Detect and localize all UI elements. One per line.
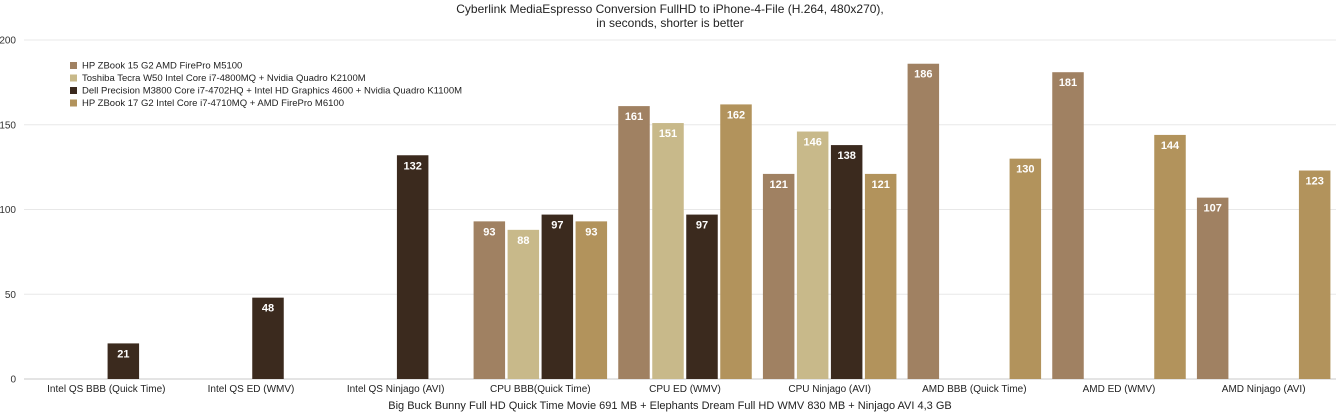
category-label-intel-qs-ninjago-avi: Intel QS Ninjago (AVI) (347, 384, 445, 395)
bar-value-label: 93 (585, 226, 597, 238)
category-label-intel-qs-bbb-quick-time: Intel QS BBB (Quick Time) (47, 384, 165, 395)
bar-value-label: 88 (517, 235, 529, 247)
bar-cpu-bbb-quick-time-series-3 (541, 214, 574, 379)
legend-swatch-1 (70, 62, 77, 69)
category-labels: Intel QS BBB (Quick Time) Intel QS ED (WM… (47, 384, 1305, 395)
bar-intel-qs-ed-wmv-series-3 (252, 297, 284, 379)
bar-value-label: 97 (696, 220, 708, 232)
bar-value-label: 48 (262, 303, 274, 315)
bar-value-label: 93 (483, 226, 495, 238)
y-tick-label: 200 (0, 36, 16, 47)
bar-cpu-ninjago-avi-series-2 (796, 131, 829, 379)
bar-value-label: 130 (1016, 164, 1034, 176)
bar-value-label: 146 (803, 137, 821, 149)
bar-amd-ed-wmv-series-1 (1052, 72, 1084, 379)
bar-intel-qs-ninjago-avi-series-3 (396, 155, 429, 379)
bar-value-label: 161 (625, 111, 643, 123)
y-tick-label: 0 (10, 375, 16, 386)
category-label-cpu-ed-wmv: CPU ED (WMV) (649, 384, 721, 395)
bar-amd-bbb-quick-time-series-1 (907, 63, 940, 379)
category-label-cpu-ninjago-avi: CPU Ninjago (AVI) (788, 384, 871, 395)
bar-cpu-ed-wmv-series-2 (652, 123, 684, 380)
category-label-amd-bbb-quick-time: AMD BBB (Quick Time) (922, 384, 1026, 395)
bar-labels: 21 48 132 93 88 97 93 161 151 97 162 121 146 138 121 18… (117, 69, 1324, 361)
bar-value-label: 97 (551, 220, 563, 232)
legend-swatch-3 (70, 87, 77, 94)
chart-title-line-2: in seconds, shorter is better (596, 16, 743, 30)
category-label-amd-ed-wmv: AMD ED (WMV) (1083, 384, 1156, 395)
y-tick-label: 150 (0, 120, 16, 131)
bar-value-label: 132 (403, 160, 421, 172)
chart-title-line-1: Cyberlink MediaEspresso Conversion FullH… (456, 2, 884, 16)
bar-amd-ninjago-avi-series-1 (1196, 197, 1229, 379)
legend-label-4: HP ZBook 17 G2 Intel Core i7-4710MQ + AM… (82, 98, 344, 109)
legend-label-2: Toshiba Tecra W50 Intel Core i7-4800MQ +… (82, 73, 366, 84)
bars (107, 63, 1331, 380)
bar-value-label: 162 (727, 109, 745, 121)
category-label-amd-ninjago-avi: AMD Ninjago (AVI) (1222, 384, 1306, 395)
bar-cpu-ninjago-avi-series-3 (830, 145, 863, 379)
y-tick-label: 50 (5, 290, 17, 301)
bar-amd-bbb-quick-time-series-4 (1009, 158, 1042, 379)
bar-value-label: 144 (1161, 140, 1180, 152)
bar-value-label: 138 (837, 150, 855, 162)
legend: HP ZBook 15 G2 AMD FirePro M5100Toshiba … (70, 61, 462, 109)
bar-value-label: 121 (769, 179, 787, 191)
bar-cpu-ed-wmv-series-4 (720, 104, 752, 379)
bar-cpu-bbb-quick-time-series-1 (473, 221, 506, 379)
legend-swatch-4 (70, 99, 77, 107)
bar-value-label: 21 (117, 348, 129, 360)
legend-swatch-2 (70, 74, 77, 82)
bar-intel-qs-bbb-quick-time-series-3 (107, 343, 140, 379)
y-tick-label: 100 (0, 205, 16, 216)
bar-value-label: 123 (1305, 176, 1323, 188)
bar-cpu-ninjago-avi-series-4 (864, 173, 897, 379)
bar-amd-ed-wmv-series-4 (1154, 134, 1186, 379)
bar-value-label: 107 (1203, 203, 1221, 215)
y-axis-ticks: 0 50 100 150 200 (0, 36, 16, 386)
legend-label-1: HP ZBook 15 G2 AMD FirePro M5100 (82, 61, 242, 72)
bar-value-label: 121 (871, 179, 889, 191)
bar-cpu-bbb-quick-time-series-4 (575, 221, 608, 379)
bar-cpu-ninjago-avi-series-1 (762, 173, 795, 379)
bar-value-label: 186 (914, 69, 932, 81)
category-label-cpu-bbb-quick-time: CPU BBB(Quick Time) (490, 384, 591, 395)
bar-value-label: 151 (659, 128, 677, 140)
bar-cpu-bbb-quick-time-series-2 (507, 229, 540, 379)
legend-label-3: Dell Precision M3800 Core i7-4702HQ + In… (82, 86, 462, 97)
bar-cpu-ed-wmv-series-1 (618, 106, 650, 379)
category-label-intel-qs-ed-wmv: Intel QS ED (WMV) (208, 384, 295, 395)
bar-value-label: 181 (1059, 77, 1077, 89)
x-axis-title: Big Buck Bunny Full HD Quick Time Movie … (388, 400, 951, 412)
bar-amd-ninjago-avi-series-4 (1298, 170, 1331, 379)
bar-cpu-ed-wmv-series-3 (686, 214, 718, 379)
